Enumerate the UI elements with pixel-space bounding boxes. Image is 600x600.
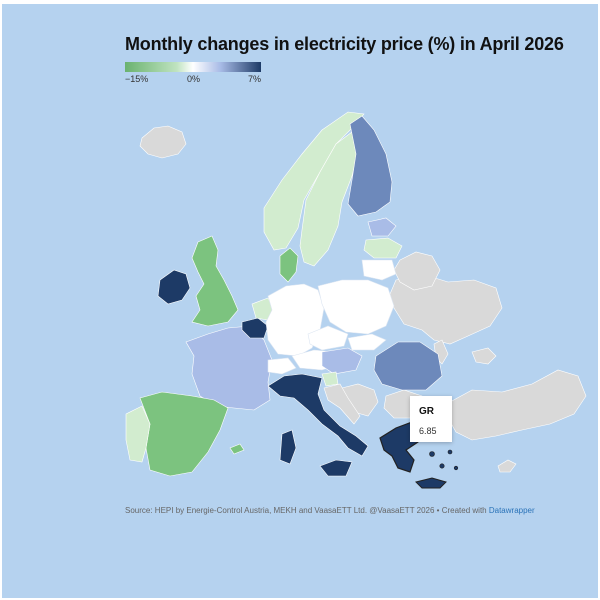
country-united-kingdom[interactable] [191, 235, 239, 327]
island-sardinia[interactable] [279, 429, 297, 465]
country-france[interactable] [185, 325, 273, 411]
country-switzerland-region[interactable] [267, 357, 297, 375]
country-hungary[interactable] [321, 347, 363, 375]
country-portugal[interactable] [125, 405, 151, 463]
island-sicily[interactable] [319, 459, 353, 477]
country-slovenia[interactable] [321, 371, 339, 387]
source-footer: Source: HEPI by Energie-Control Austria,… [125, 506, 535, 515]
legend-gradient-bar [125, 62, 261, 72]
country-romania[interactable] [373, 341, 443, 391]
tooltip-value: 6.85 [419, 426, 437, 436]
legend-min-label: −15% [125, 74, 149, 84]
country-latvia[interactable] [363, 237, 403, 259]
greek-island[interactable] [439, 463, 445, 469]
country-italy[interactable] [267, 373, 369, 457]
greek-island[interactable] [429, 451, 435, 457]
island-balearic[interactable] [229, 443, 245, 455]
country-sweden[interactable] [299, 131, 359, 267]
source-text: Source: HEPI by Energie-Control Austria,… [125, 506, 487, 515]
map-title: Monthly changes in electricity price (%)… [125, 34, 564, 54]
legend-max-label: 7% [247, 74, 261, 84]
map-frame: Monthly changes in electricity price (%)… [2, 4, 598, 598]
island-crete[interactable] [415, 477, 447, 489]
greek-island[interactable] [453, 465, 459, 471]
country-cyprus[interactable] [497, 459, 517, 473]
legend-ticks: −15% 0% 7% [125, 72, 261, 86]
legend-mid-label: 0% [187, 74, 201, 84]
country-denmark[interactable] [279, 247, 299, 283]
country-iceland[interactable] [139, 125, 187, 159]
country-ireland[interactable] [157, 269, 191, 305]
country-spain[interactable] [139, 391, 229, 477]
country-ukraine[interactable] [389, 273, 503, 345]
country-estonia[interactable] [367, 217, 397, 237]
country-crimea[interactable] [471, 347, 497, 365]
country-tooltip: GR 6.85 [410, 396, 452, 442]
country-finland[interactable] [347, 115, 393, 217]
datawrapper-link[interactable]: Datawrapper [488, 506, 535, 515]
greek-island[interactable] [447, 449, 453, 455]
tooltip-country-code: GR [419, 406, 434, 417]
country-slovakia[interactable] [347, 333, 387, 351]
country-croatia-region[interactable] [323, 383, 361, 425]
country-turkey[interactable] [447, 369, 587, 441]
color-legend: −15% 0% 7% [125, 62, 261, 86]
country-poland[interactable] [317, 279, 395, 335]
country-lithuania[interactable] [361, 259, 397, 281]
country-czechia[interactable] [307, 325, 349, 351]
